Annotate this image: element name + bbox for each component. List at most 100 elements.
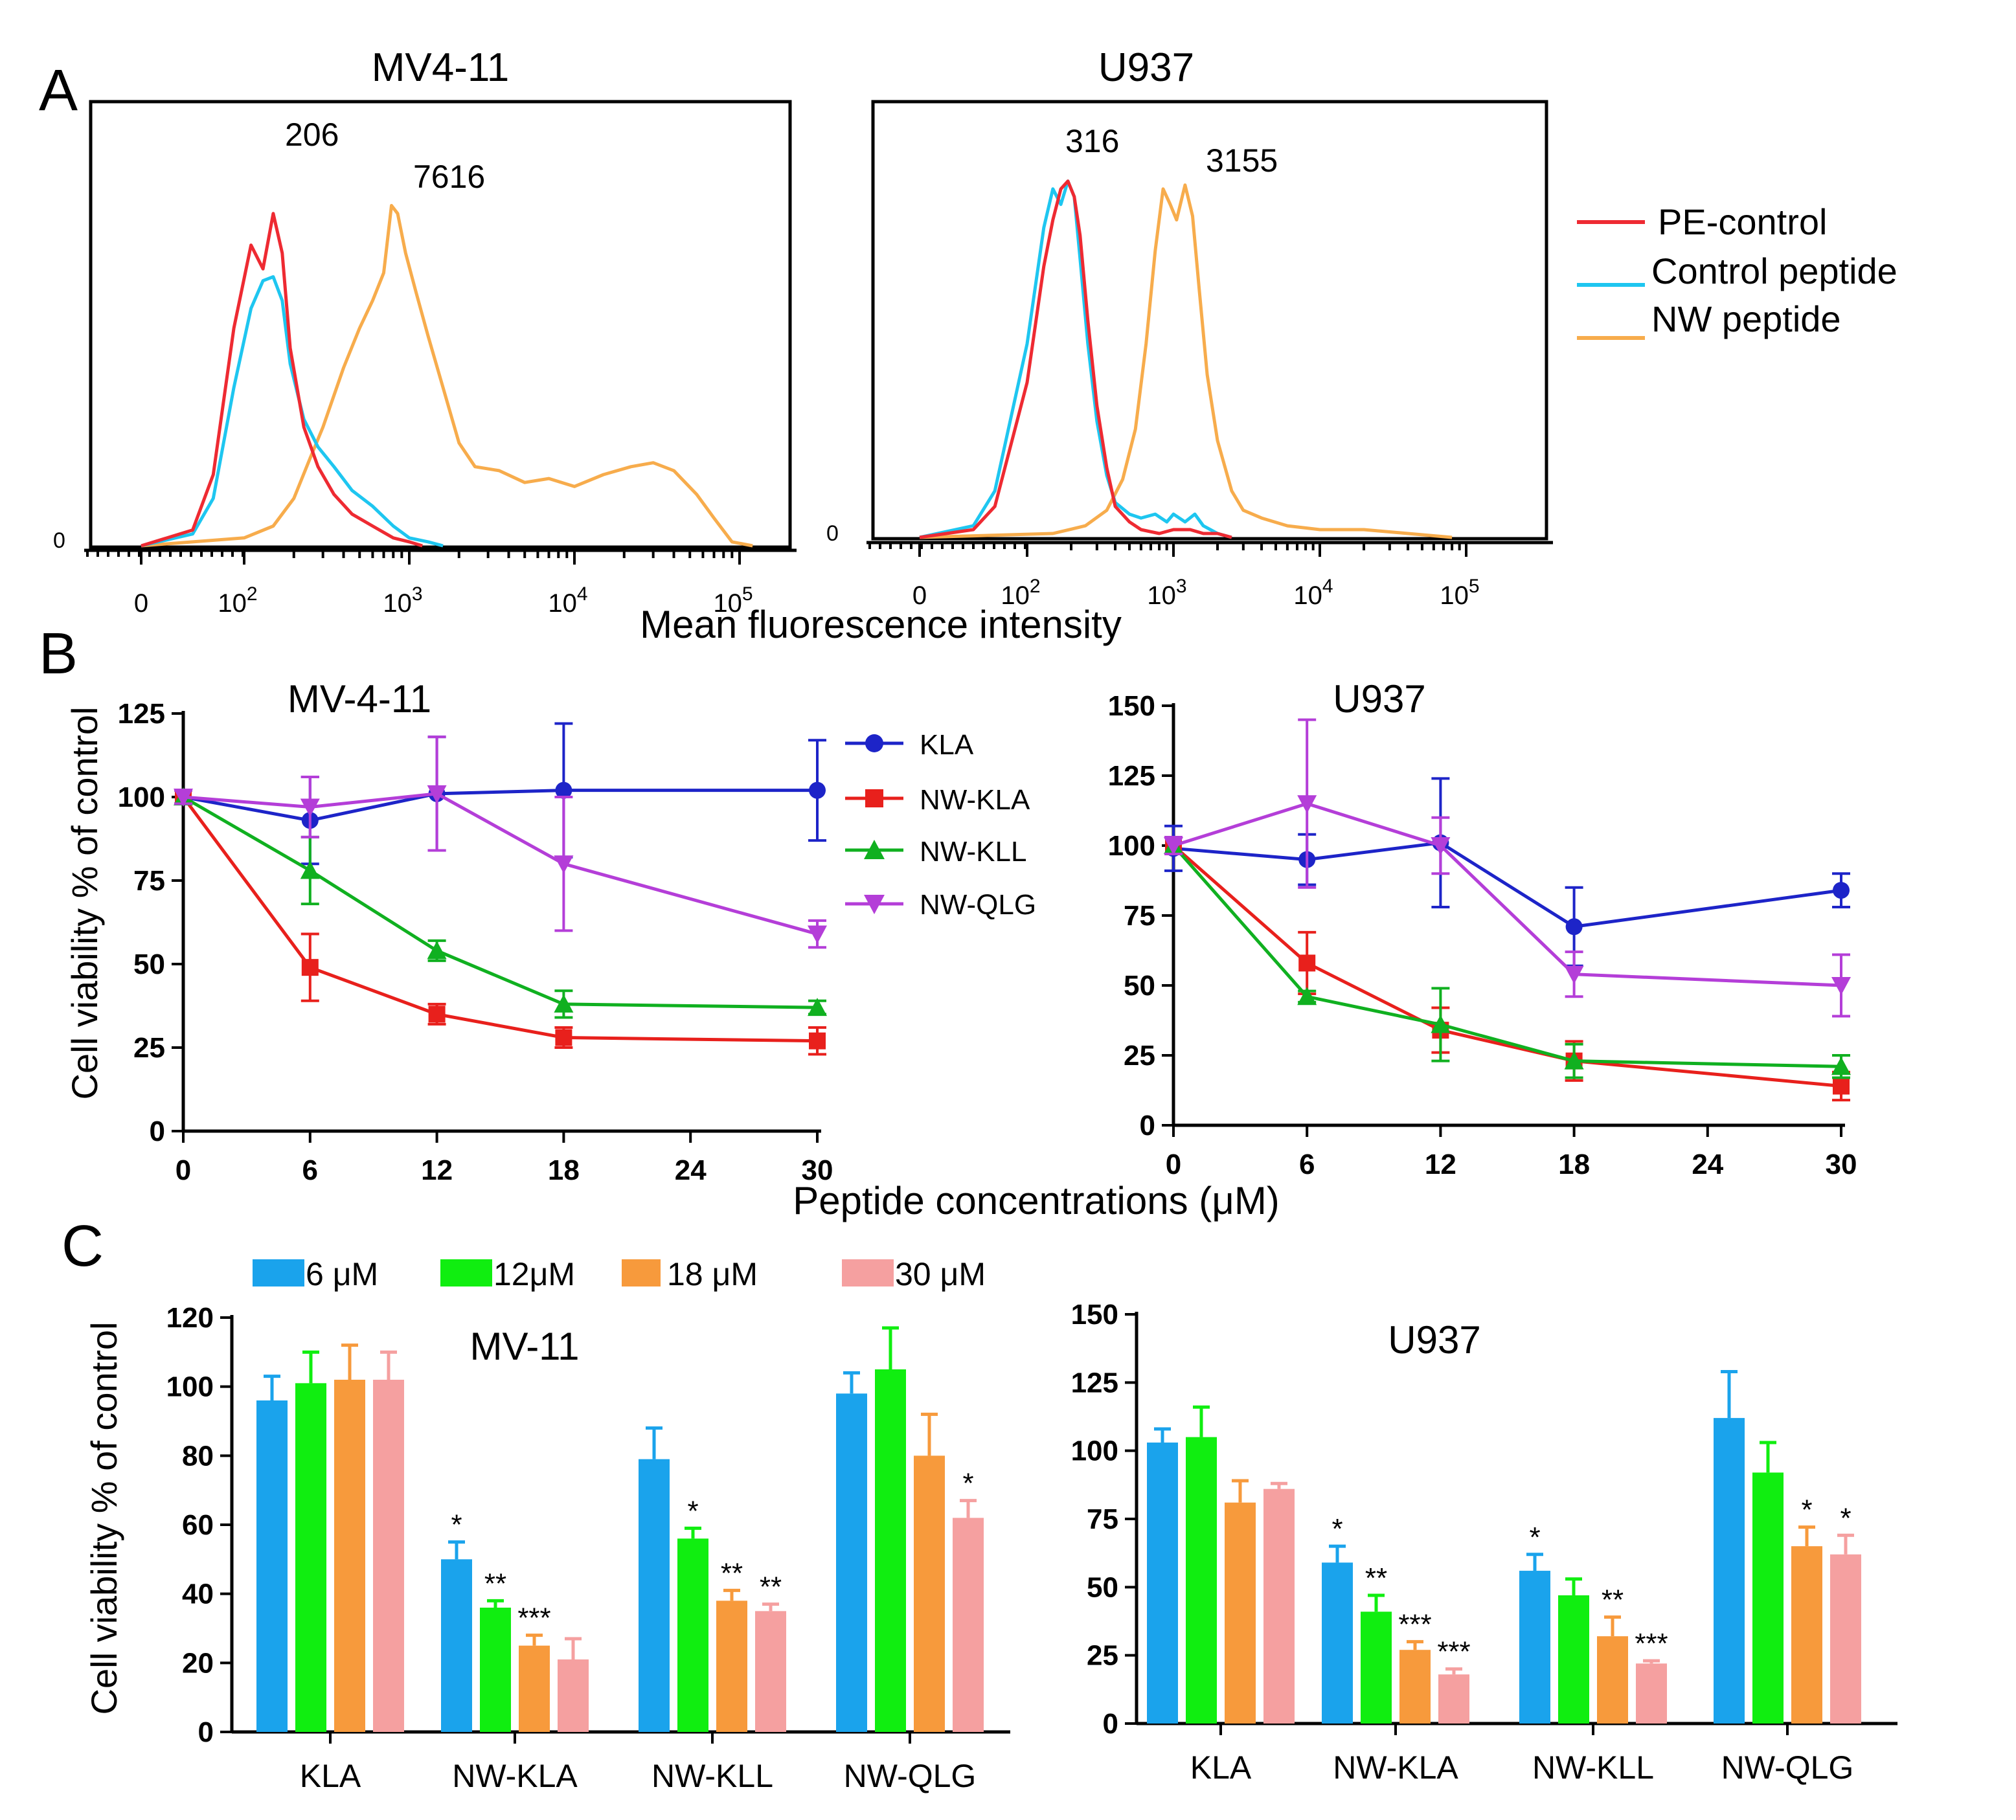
panel-b-mv411-plot bbox=[174, 722, 827, 1056]
marker-triangle-down bbox=[174, 789, 193, 807]
bar-kla-2 bbox=[1225, 1502, 1256, 1724]
x-tick-label: 0 bbox=[1166, 1149, 1181, 1180]
bar-nw-kll-3 bbox=[755, 1611, 786, 1732]
x-tick-label: NW-QLG bbox=[1721, 1749, 1854, 1786]
panel-c-legend: 6 μM 12μM 18 μM 30 μM bbox=[253, 1256, 986, 1292]
marker-triangle-up bbox=[864, 840, 885, 859]
panel-b-legend: KLA NW-KLA NW-KLL NW-QLG bbox=[845, 729, 1036, 921]
histogram-curve-nw-peptide bbox=[141, 204, 753, 548]
bar-nw-qlg-3 bbox=[1830, 1554, 1861, 1724]
series-line-nw-kll bbox=[1172, 844, 1842, 1068]
bar-nw-qlg-2 bbox=[914, 1455, 945, 1732]
bar-kla-3 bbox=[1263, 1489, 1295, 1724]
legend-nw-peptide-label: NW peptide bbox=[1651, 298, 1841, 339]
marker-triangle-down bbox=[864, 895, 885, 914]
y-tick-label: 0 bbox=[1140, 1110, 1155, 1141]
marker-triangle-up bbox=[1831, 1057, 1851, 1075]
bar-kla-1 bbox=[295, 1383, 326, 1732]
marker-triangle-down bbox=[1297, 795, 1317, 814]
y-tick-label: 25 bbox=[133, 1032, 165, 1064]
panel-a-u937-x-axis: 0 102 103 104 105 bbox=[866, 541, 1553, 610]
panel-c-u937-title: U937 bbox=[1388, 1318, 1480, 1362]
significance-mark: * bbox=[687, 1495, 698, 1527]
x-tick-label: 12 bbox=[1425, 1149, 1456, 1180]
significance-mark: * bbox=[1529, 1522, 1540, 1553]
bar-nw-kla-2 bbox=[1399, 1650, 1431, 1724]
y-tick-label: 100 bbox=[118, 781, 165, 813]
legend-6um-label: 6 μM bbox=[306, 1256, 378, 1292]
panel-c-mv11: MV-11 0 20 40 60 80 100 120 KLA NW-KLA NW-KLL NW-Q… bbox=[84, 1302, 1010, 1794]
x-tick-label: 18 bbox=[1558, 1149, 1590, 1180]
bar-nw-qlg-0 bbox=[836, 1393, 867, 1732]
marker-triangle-up bbox=[1431, 1015, 1451, 1033]
x-tick-label: 0 bbox=[176, 1154, 191, 1186]
marker-square bbox=[301, 959, 319, 976]
peak-label-7616: 7616 bbox=[413, 159, 485, 195]
x-tick-label: 104 bbox=[1293, 576, 1333, 610]
bar-nw-kll-1 bbox=[677, 1538, 708, 1732]
significance-mark: *** bbox=[517, 1602, 550, 1634]
x-tick-label: 104 bbox=[548, 583, 587, 618]
legend-12um-label: 12μM bbox=[493, 1256, 575, 1292]
legend-nw-kla-label: NW-KLA bbox=[920, 784, 1030, 816]
panel-b-u937-plot bbox=[1164, 718, 1851, 1102]
panel-c-u937: U937 0 25 50 75 100 125 150 KLA NW-KLA NW-KLL NW-Q… bbox=[1071, 1299, 1897, 1786]
significance-mark: ** bbox=[1365, 1562, 1387, 1594]
bar-kla-0 bbox=[256, 1400, 288, 1732]
y-tick-label: 120 bbox=[166, 1302, 214, 1334]
bar-nw-kll-0 bbox=[639, 1459, 670, 1732]
panel-c-u937-axes: 0 25 50 75 100 125 150 KLA NW-KLA NW-KLL NW-QLG bbox=[1071, 1299, 1897, 1786]
marker-triangle-down bbox=[554, 855, 574, 874]
peak-label-206: 206 bbox=[285, 117, 339, 153]
marker-triangle-up bbox=[1297, 987, 1317, 1005]
panel-a-mv411-title: MV4-11 bbox=[372, 45, 510, 90]
bar-nw-kla-1 bbox=[1361, 1612, 1392, 1724]
panel-c-mv11-title: MV-11 bbox=[470, 1325, 580, 1368]
marker-square bbox=[555, 1029, 572, 1046]
panel-c-ylabel: Cell viability % of control bbox=[84, 1322, 124, 1715]
significance-mark: * bbox=[451, 1509, 462, 1541]
x-tick-label: 30 bbox=[802, 1154, 833, 1186]
significance-mark: *** bbox=[1635, 1628, 1668, 1659]
x-tick-label: KLA bbox=[1190, 1749, 1252, 1786]
panel-a-mv411: MV4-11 0 0 102 103 104 105 206 7616 bbox=[53, 45, 797, 618]
legend-nw-kll-label: NW-KLL bbox=[920, 836, 1026, 868]
peak-label-3155: 3155 bbox=[1206, 142, 1278, 179]
bar-nw-kla-3 bbox=[1438, 1674, 1469, 1724]
marker-circle bbox=[1565, 918, 1583, 936]
significance-mark: * bbox=[962, 1468, 973, 1500]
y-tick-label: 125 bbox=[118, 698, 165, 730]
marker-triangle-down bbox=[1831, 977, 1851, 995]
bar-nw-kla-2 bbox=[519, 1645, 550, 1732]
x-tick-label: 24 bbox=[1692, 1149, 1723, 1180]
y-tick-label: 150 bbox=[1071, 1299, 1118, 1331]
bar-nw-kll-2 bbox=[716, 1601, 747, 1732]
marker-triangle-down bbox=[808, 925, 827, 944]
significance-mark: ** bbox=[760, 1571, 782, 1603]
y-tick-label: 25 bbox=[1124, 1040, 1155, 1072]
histogram-curve-control-peptide bbox=[919, 179, 1232, 539]
histogram-curve-control-peptide bbox=[141, 275, 444, 548]
panel-b-u937-axes: 0 6 12 18 24 30 0 25 50 75 100 125 150 bbox=[1108, 690, 1857, 1180]
y-tick-label: 75 bbox=[1124, 900, 1155, 932]
y-tick-label: 100 bbox=[1071, 1435, 1118, 1467]
significance-mark: * bbox=[1801, 1494, 1812, 1526]
panel-label-b: B bbox=[39, 622, 78, 686]
marker-circle bbox=[555, 781, 572, 799]
series-line-nw-kla bbox=[1172, 844, 1842, 1088]
marker-triangle-up bbox=[427, 941, 447, 960]
marker-triangle-down bbox=[1564, 965, 1584, 984]
bar-nw-kll-3 bbox=[1636, 1663, 1667, 1724]
marker-circle bbox=[1833, 882, 1850, 899]
panel-label-c: C bbox=[62, 1214, 104, 1279]
panel-a-u937-ytick-0: 0 bbox=[826, 521, 839, 546]
bar-nw-kll-2 bbox=[1597, 1636, 1628, 1724]
bar-nw-qlg-1 bbox=[1752, 1472, 1784, 1724]
marker-square bbox=[1833, 1077, 1850, 1095]
panel-a-u937: U937 0 0 102 103 104 105 316 3155 Mean fluor… bbox=[640, 45, 1553, 646]
bar-kla-1 bbox=[1186, 1437, 1217, 1724]
significance-mark: ** bbox=[721, 1557, 743, 1589]
panel-b-mv411-axes: 0 6 12 18 24 30 0 25 50 75 100 125 bbox=[118, 698, 833, 1186]
x-tick-label: NW-KLA bbox=[452, 1758, 578, 1794]
